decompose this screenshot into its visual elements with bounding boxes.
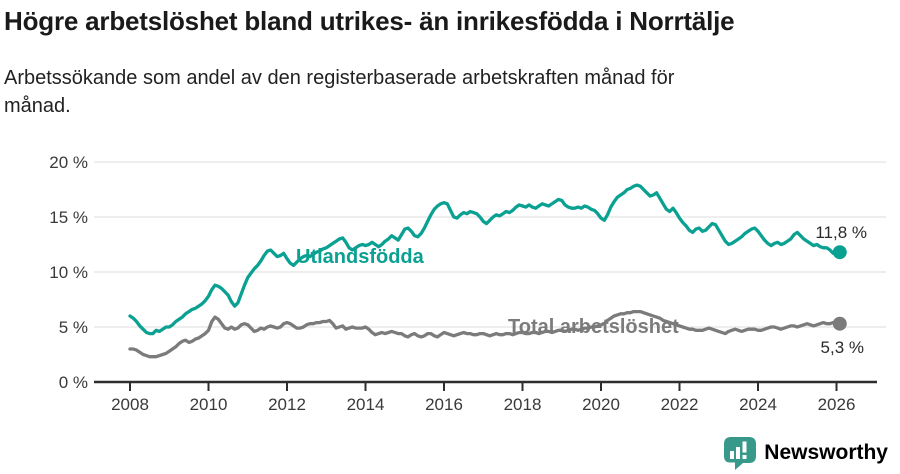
series-end-dot-0 bbox=[832, 245, 847, 260]
chart-subtitle: Arbetssökande som andel av den registerb… bbox=[4, 64, 674, 120]
y-tick-label-5: 5 % bbox=[59, 318, 88, 337]
x-tick-label-2024: 2024 bbox=[739, 395, 777, 414]
series-name-label-0: Utlandsfödda bbox=[296, 246, 425, 268]
subtitle-line-2: månad. bbox=[4, 95, 71, 117]
y-tick-label-10: 10 % bbox=[49, 263, 88, 282]
series-end-dot-1 bbox=[832, 316, 847, 331]
x-tick-label-2026: 2026 bbox=[818, 395, 856, 414]
series-line-0 bbox=[128, 183, 842, 336]
series-name-label-1: Total arbetslöshet bbox=[508, 316, 679, 338]
series-end-value-1: 5,3 % bbox=[821, 338, 864, 357]
x-tick-label-2020: 2020 bbox=[582, 395, 620, 414]
subtitle-line-1: Arbetssökande som andel av den registerb… bbox=[4, 67, 675, 89]
series-line-1 bbox=[128, 309, 842, 359]
x-tick-label-2008: 2008 bbox=[111, 395, 149, 414]
newsworthy-logo-text: Newsworthy bbox=[764, 441, 888, 464]
x-tick-label-2022: 2022 bbox=[661, 395, 699, 414]
x-tick-label-2010: 2010 bbox=[190, 395, 228, 414]
y-tick-label-0: 0 % bbox=[59, 373, 88, 392]
page-title: Högre arbetslöshet bland utrikes- än inr… bbox=[4, 6, 735, 36]
y-tick-label-20: 20 % bbox=[49, 153, 88, 172]
series-end-value-0: 11,8 % bbox=[815, 223, 867, 242]
x-tick-label-2012: 2012 bbox=[268, 395, 306, 414]
newsworthy-bubble-chart-icon bbox=[724, 437, 757, 470]
x-tick-label-2016: 2016 bbox=[425, 395, 463, 414]
x-tick-label-2014: 2014 bbox=[347, 395, 385, 414]
y-tick-label-15: 15 % bbox=[49, 208, 88, 227]
x-tick-label-2018: 2018 bbox=[504, 395, 542, 414]
newsworthy-logo[interactable]: Newsworthy bbox=[723, 436, 888, 470]
